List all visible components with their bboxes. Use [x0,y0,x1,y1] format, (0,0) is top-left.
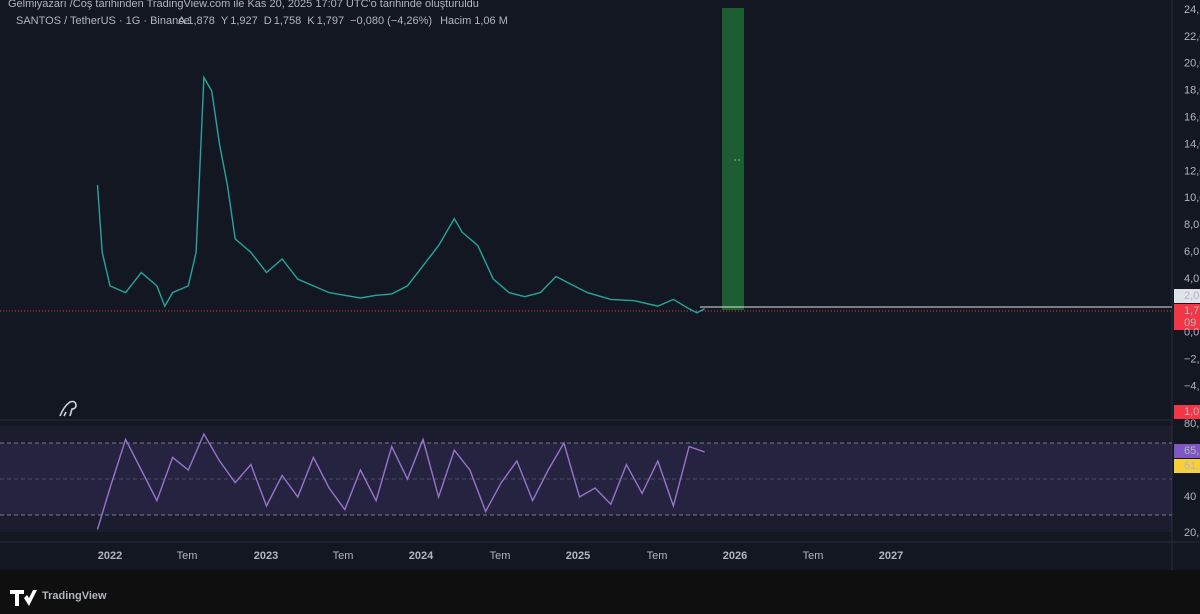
price-axis-label: −4, [1184,381,1200,393]
time-axis-label: 2027 [879,550,903,562]
price-axis-label: 16,0 [1184,112,1200,124]
ohlc-key: Y [221,15,229,27]
level-tag [1174,289,1200,303]
price-axis-label: 22,0 [1184,31,1200,43]
price-axis-label: 20,0 [1184,58,1200,70]
time-axis-label: Tem [333,550,354,562]
price-axis-label: 4,0 [1184,273,1199,285]
time-axis-label: 2024 [409,550,434,562]
price-axis-label: −2, [1184,354,1200,366]
ohlc: A 1,878 Y 1,927 D 1,758 K 1,797 −0,080 (−4,26%) H… [178,15,508,27]
time-axis-label: Tem [177,550,198,562]
rsi-axis-mid: 40 [1184,491,1196,503]
ohlc-key: D [264,15,272,27]
change: −0,080 (−4,26%) [350,15,432,27]
dino-icon [59,400,77,417]
price-axis-label: 0,0 [1184,327,1199,339]
time-axis-label: 2026 [723,550,747,562]
rsi-axis-bottom: 20, [1184,527,1199,539]
rsi-ma-tag [1174,459,1200,473]
level-tag-text: 2,0 [1184,290,1199,302]
price-line [96,75,706,314]
rsi-axis-top: 80, [1184,418,1199,430]
volume-tag-text: 1,0 [1184,406,1199,418]
time-axis-label: 2023 [254,550,278,562]
volume-value: 1,06 M [474,15,508,27]
price-axis-label: 18,0 [1184,85,1200,97]
ohlc-value: 1,927 [230,15,258,27]
price-axis-label: 6,0 [1184,246,1199,258]
top-note: Gelmiyazarı /Coş tarihinden TradingView.… [8,0,479,10]
price-axis-label: 10,0 [1184,192,1200,204]
price-axis-label: 12,0 [1184,165,1200,177]
logo-text: TradingView [42,590,107,602]
volume-key: Hacim [440,15,471,27]
logo-mark [10,590,37,606]
time-axis-label: 2022 [98,550,122,562]
rsi-tag-text: 65, [1184,445,1199,457]
last-tag-text: 1,7 [1184,305,1199,317]
symbol: SANTOS / TetherUS · 1G · Binance [16,15,190,27]
price-axis-label: 14,0 [1184,138,1200,150]
price-axis-label: 24, [1184,4,1199,16]
ohlc-value: 1,758 [274,15,302,27]
ohlc-key: A [178,15,186,27]
volume-tag [1174,405,1200,419]
footer-bar [0,570,1200,614]
ohlc-value: 1,797 [317,15,345,27]
rsi-tag [1174,444,1200,458]
rsi-line [96,432,705,530]
ohlc-value: 1,878 [187,15,215,27]
last-tag [1174,304,1200,330]
countdown: 09 [1184,317,1196,329]
time-axis-label: Tem [647,550,668,562]
ohlc-key: K [307,15,315,27]
price-axis-label: 8,0 [1184,219,1199,231]
time-axis-label: 2025 [566,550,590,562]
projection-zone [722,8,744,310]
rsi-ma-tag-text: 61, [1184,460,1199,472]
time-axis-label: Tem [803,550,824,562]
time-axis-label: Tem [490,550,511,562]
